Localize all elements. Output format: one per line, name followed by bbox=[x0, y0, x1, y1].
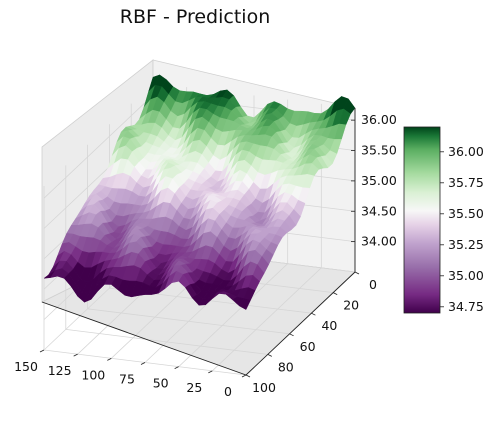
surface-facet bbox=[238, 298, 251, 310]
x-tick-mark bbox=[73, 353, 78, 357]
colorbar-tick-label: 34.75 bbox=[448, 299, 484, 314]
colorbar: 34.75 35.00 35.25 35.50 35.75 36.00 bbox=[403, 126, 484, 314]
y-tick-label: 60 bbox=[300, 339, 316, 354]
x-axis-line bbox=[41, 301, 247, 376]
colorbar-tick-label: 35.00 bbox=[448, 268, 484, 283]
z-tick-label: 35.00 bbox=[361, 173, 397, 188]
x-tick-mark bbox=[140, 362, 146, 365]
y-tick-label: 20 bbox=[343, 298, 359, 313]
x-tick-label: 150 bbox=[14, 359, 38, 374]
y-tick-mark bbox=[333, 292, 338, 295]
y-tick-label: 0 bbox=[369, 277, 377, 292]
x-tick-label: 25 bbox=[186, 380, 202, 395]
axis-lines bbox=[41, 108, 356, 376]
x-tick-label: 50 bbox=[153, 376, 169, 391]
y-axis-line bbox=[245, 271, 356, 376]
colorbar-tick-label: 35.75 bbox=[448, 175, 484, 190]
x-tick-mark bbox=[241, 374, 247, 378]
y-tick-mark bbox=[354, 271, 360, 275]
y-tick-mark bbox=[245, 374, 251, 378]
x-tick-label: 0 bbox=[224, 384, 232, 399]
z-tick-label: 35.50 bbox=[361, 143, 397, 158]
y-tick-label: 40 bbox=[321, 318, 337, 333]
y-tick-mark bbox=[289, 333, 294, 337]
x-tick-label: 125 bbox=[48, 363, 72, 378]
x-tick-mark bbox=[39, 349, 45, 353]
y-tick-label: 80 bbox=[278, 359, 294, 374]
x-tick-mark bbox=[208, 370, 213, 374]
colorbar-ticks: 34.75 35.00 35.25 35.50 35.75 36.00 bbox=[440, 144, 484, 314]
prediction-surface bbox=[43, 74, 356, 310]
z-tick-label: 34.00 bbox=[361, 234, 397, 249]
x-tick-label: 75 bbox=[119, 372, 135, 387]
colorbar-gradient bbox=[403, 126, 441, 314]
z-tick-label: 36.00 bbox=[361, 112, 397, 127]
x-tick-label: 100 bbox=[81, 367, 105, 382]
x-tick-mark bbox=[107, 357, 112, 361]
y-tick-mark bbox=[267, 354, 272, 357]
y-tick-mark bbox=[311, 312, 316, 316]
x-axis-ticks: 0 25 50 75 100 125 150 bbox=[14, 349, 247, 399]
colorbar-tick-label: 36.00 bbox=[448, 144, 484, 159]
chart-title: RBF - Prediction bbox=[119, 6, 271, 28]
colorbar-tick-label: 35.25 bbox=[448, 237, 484, 252]
x-tick-mark bbox=[174, 366, 179, 370]
y-tick-label: 100 bbox=[252, 380, 276, 395]
z-tick-label: 34.50 bbox=[361, 203, 397, 218]
colorbar-tick-label: 35.50 bbox=[448, 206, 484, 221]
z-axis-ticks: 34.00 34.50 35.00 35.50 36.00 bbox=[351, 112, 397, 249]
